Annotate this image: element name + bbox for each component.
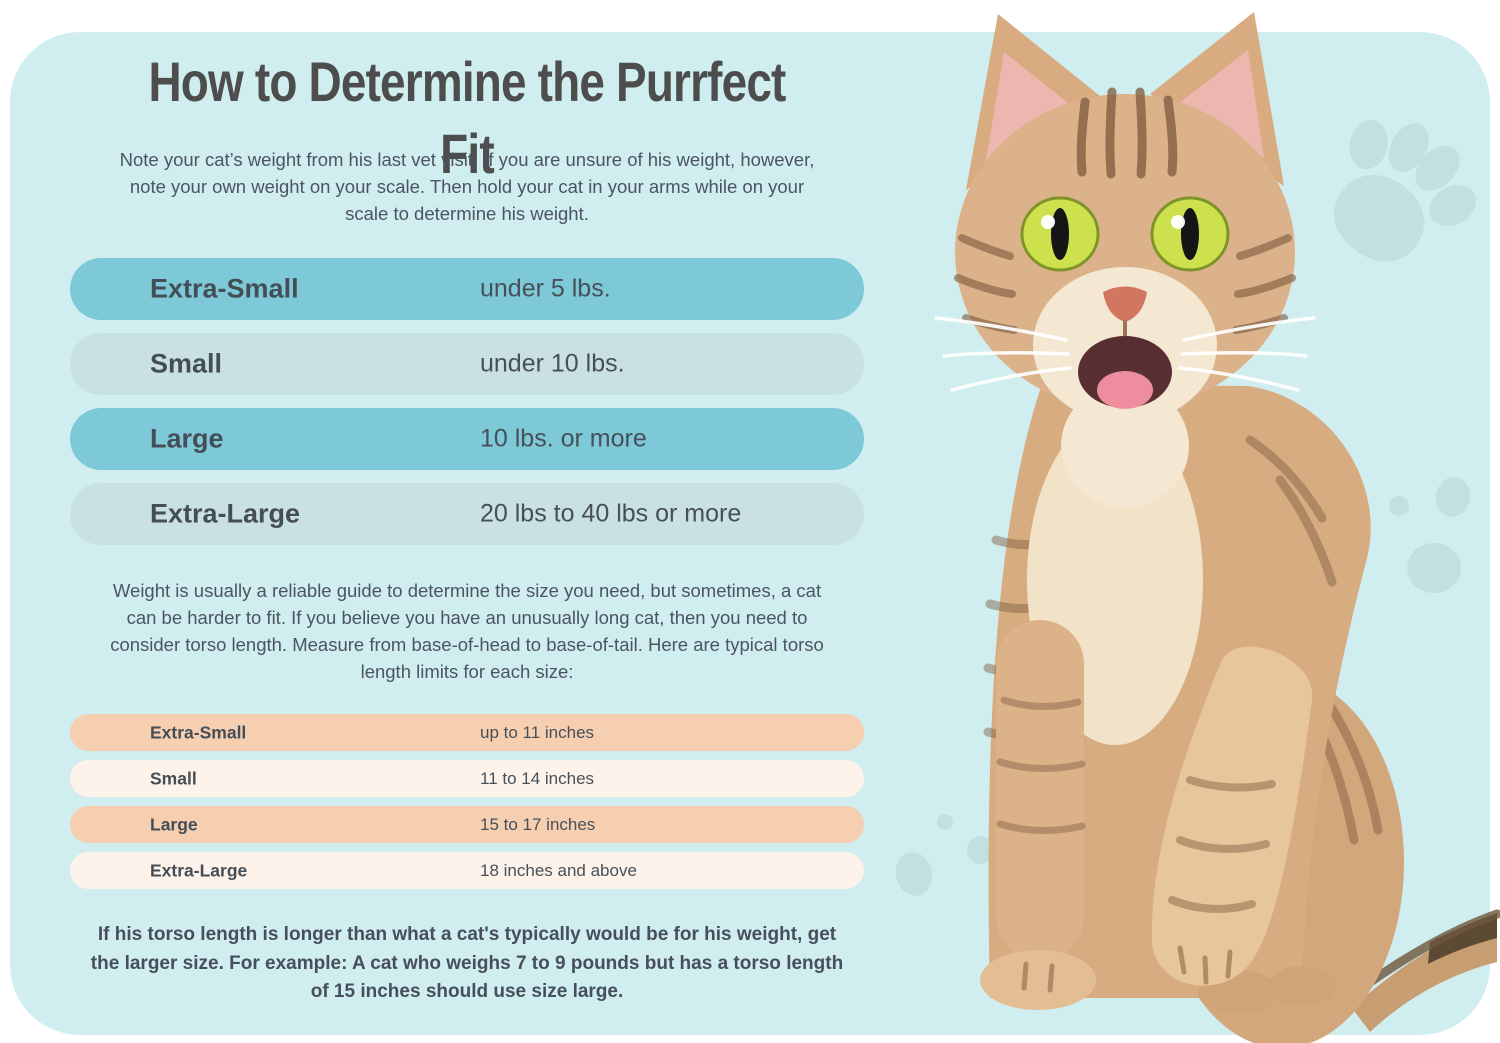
size-label: Large (150, 814, 198, 834)
size-label: Small (150, 768, 197, 788)
page-title: How to Determine the Purrfect Fit (148, 50, 786, 185)
size-label: Large (150, 423, 224, 454)
size-value: under 10 lbs. (480, 349, 625, 378)
table-row: Extra-Large 20 lbs to 40 lbs or more (70, 483, 864, 545)
footnote-paragraph: If his torso length is longer than what … (90, 924, 844, 1002)
table-row: Small 11 to 14 inches (70, 760, 864, 797)
torso-paragraph: Weight is usually a reliable guide to de… (110, 580, 824, 682)
size-value: under 5 lbs. (480, 274, 611, 303)
size-label: Small (150, 348, 223, 379)
table-row: Extra-Small under 5 lbs. (70, 258, 864, 320)
size-value: up to 11 inches (480, 722, 595, 742)
weight-size-table: Extra-Small under 5 lbs. Small under 10 … (70, 258, 864, 558)
intro-paragraph: Note your cat’s weight from his last vet… (119, 149, 815, 224)
size-value: 15 to 17 inches (480, 814, 596, 834)
size-label: Extra-Large (150, 860, 248, 880)
torso-length-table: Extra-Small up to 11 inches Small 11 to … (70, 714, 864, 898)
size-value: 10 lbs. or more (480, 424, 647, 453)
size-label: Extra-Small (150, 273, 299, 304)
size-label: Extra-Small (150, 722, 247, 742)
table-row: Large 15 to 17 inches (70, 806, 864, 843)
size-label: Extra-Large (150, 498, 301, 529)
size-value: 20 lbs to 40 lbs or more (480, 499, 742, 528)
table-row: Extra-Large 18 inches and above (70, 852, 864, 889)
size-value: 18 inches and above (480, 860, 637, 880)
table-row: Small under 10 lbs. (70, 333, 864, 395)
size-value: 11 to 14 inches (480, 768, 595, 788)
table-row: Extra-Small up to 11 inches (70, 714, 864, 751)
table-row: Large 10 lbs. or more (70, 408, 864, 470)
